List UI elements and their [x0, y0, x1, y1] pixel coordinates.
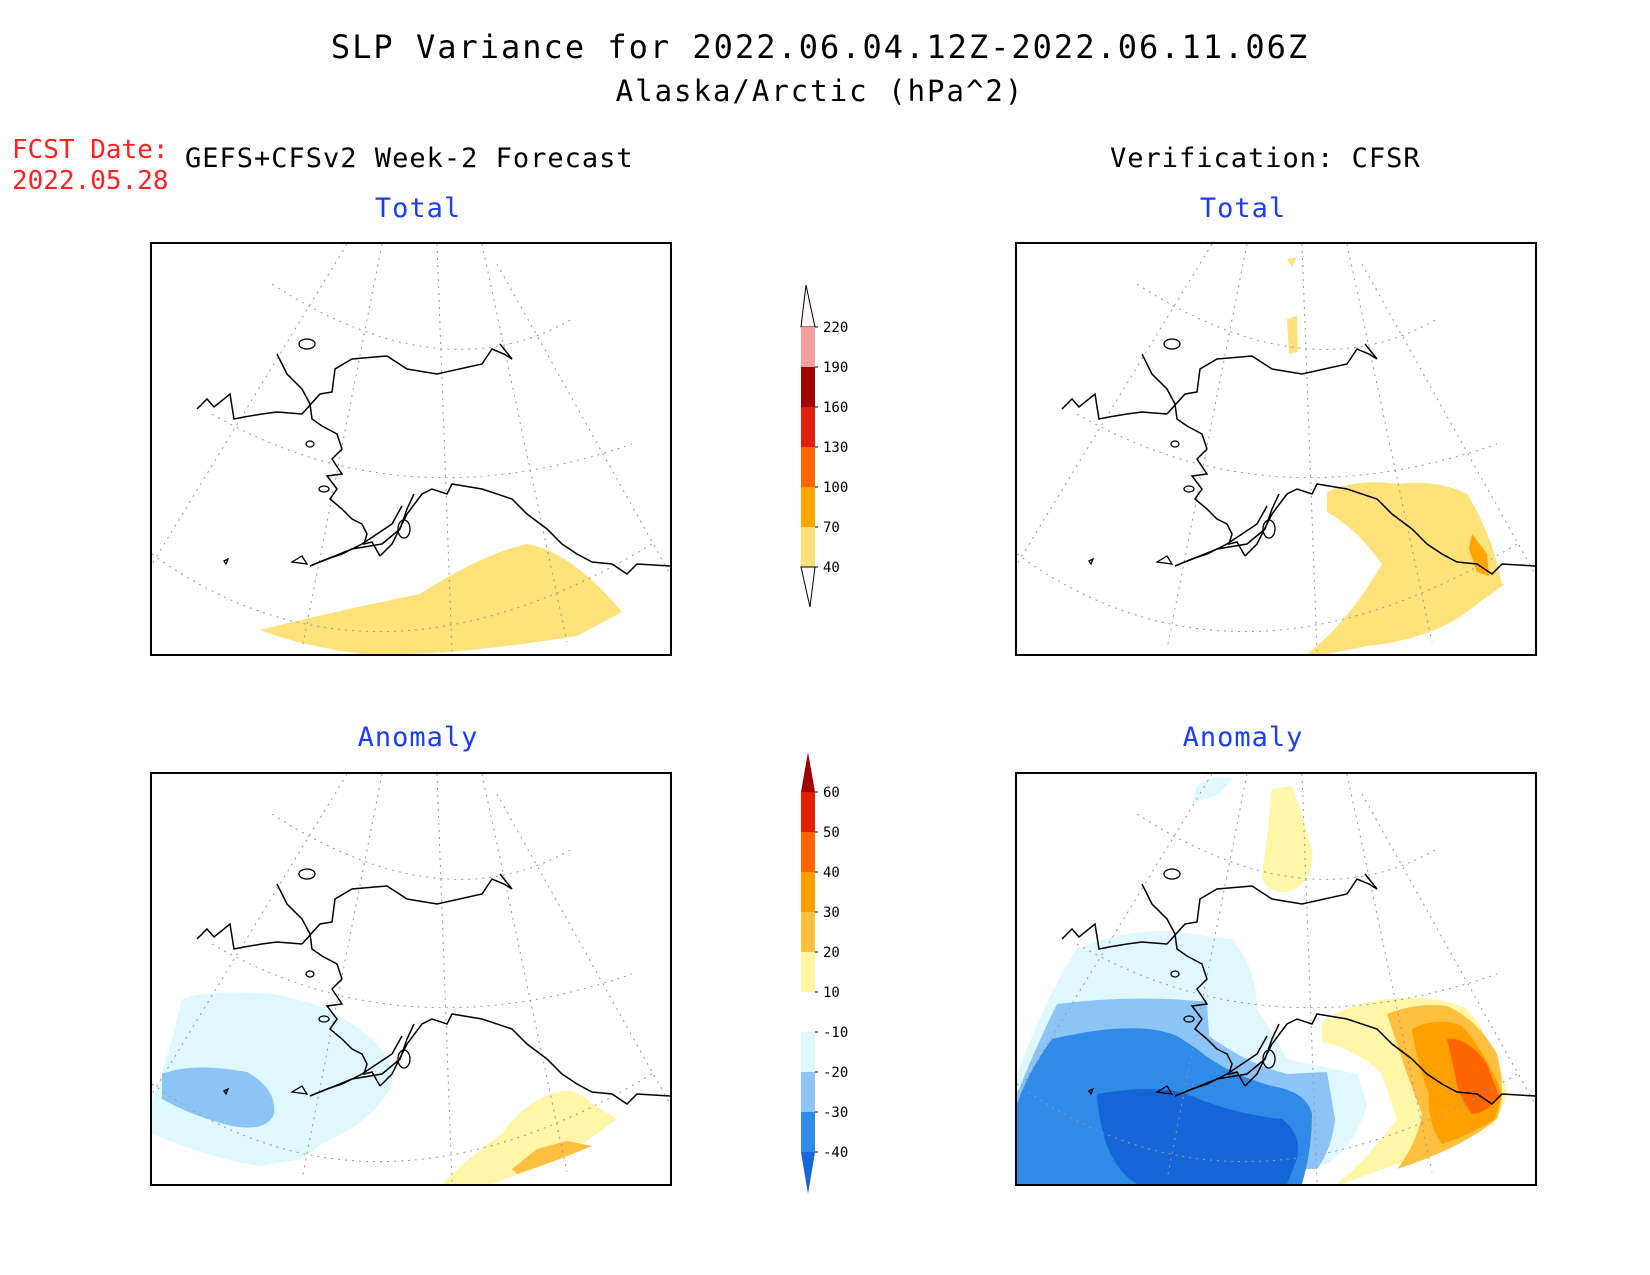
yellow-variance-area [1287, 257, 1297, 267]
pale-blue-anomaly-area [1192, 777, 1232, 804]
colorbar-label: -20 [823, 1065, 849, 1081]
colorbar-label: 20 [823, 945, 840, 961]
coastline [196, 343, 670, 575]
forecast-anomaly-title: Anomaly [357, 722, 479, 753]
islands [223, 868, 411, 1096]
coastline [1061, 343, 1535, 575]
colorbar-label: 60 [823, 785, 840, 801]
pale-blue-anomaly-area [152, 992, 393, 1166]
forecast-anomaly-map [150, 772, 672, 1186]
colorbar-swatch-30 [801, 912, 815, 952]
graticule [1017, 244, 1535, 653]
yellow-variance-area [260, 544, 622, 654]
colorbar-swatch-20 [801, 952, 815, 992]
figure-title: SLP Variance for 2022.06.04.12Z-2022.06.… [330, 28, 1310, 66]
graticule [152, 774, 670, 1183]
yellow-variance-area [1307, 482, 1505, 654]
fcst-date-label: FCST Date: [12, 135, 169, 165]
colorbar-swatch-100 [801, 447, 815, 487]
colorbar-label: 100 [823, 480, 849, 496]
orange-variance-area [1469, 534, 1489, 576]
islands [1088, 868, 1276, 1096]
colorbar-swatch-10 [801, 992, 815, 1032]
colorbar-label: 40 [823, 560, 840, 576]
colorbar-label: -30 [823, 1105, 849, 1121]
dark-orange-anomaly-area [1447, 1038, 1499, 1114]
colorbar-swatch-40 [801, 527, 815, 567]
graticule [152, 244, 670, 653]
colorbar-bottom-triangle [801, 1152, 815, 1194]
colorbar-swatch-130 [801, 407, 815, 447]
total-colorbar: 220 190 160 130 100 70 40 [798, 285, 858, 615]
pale-yellow-anomaly-area [1262, 786, 1313, 892]
colorbar-label: 130 [823, 440, 849, 456]
anomaly-colorbar: 60 50 40 30 20 10 -10 -20 -30 -40 [798, 752, 858, 1202]
verification-total-map [1015, 242, 1537, 656]
colorbar-top-triangle [801, 752, 815, 792]
colorbar-label: 50 [823, 825, 840, 841]
colorbar-top-triangle [800, 285, 816, 328]
colorbar-swatch-minus10 [801, 1032, 815, 1072]
colorbar-label: 30 [823, 905, 840, 921]
colorbar-bottom-triangle [800, 566, 816, 608]
light-blue-anomaly-area [162, 1067, 275, 1128]
colorbar-swatch-60 [801, 792, 815, 832]
colorbar-swatch-190 [801, 327, 815, 367]
forecast-total-title: Total [374, 193, 462, 224]
colorbar-label: 220 [823, 320, 849, 336]
verification-anomaly-map [1015, 772, 1537, 1186]
colorbar-label: -40 [823, 1145, 849, 1161]
coastline [196, 873, 670, 1105]
colorbar-label: 190 [823, 360, 849, 376]
colorbar-label: 10 [823, 985, 840, 1001]
pale-yellow-anomaly-area [442, 1090, 617, 1184]
yellow-variance-area [1287, 316, 1298, 354]
dark-blue-anomaly-area [1097, 1089, 1298, 1184]
colorbar-label: 40 [823, 865, 840, 881]
forecast-total-map [150, 242, 672, 656]
colorbar-swatch-70 [801, 487, 815, 527]
colorbar-swatch-160 [801, 367, 815, 407]
fcst-date-value: 2022.05.28 [12, 166, 169, 196]
islands [1088, 338, 1276, 566]
coastline [1061, 873, 1535, 1105]
figure-subtitle: Alaska/Arctic (hPa^2) [615, 74, 1025, 108]
verification-total-title: Total [1199, 193, 1287, 224]
colorbar-swatch-40 [801, 872, 815, 912]
colorbar-swatch-minus20 [801, 1072, 815, 1112]
light-orange-anomaly-area [512, 1141, 592, 1174]
colorbar-swatch-50 [801, 832, 815, 872]
colorbar-label: 70 [823, 520, 840, 536]
colorbar-label: 160 [823, 400, 849, 416]
islands [223, 338, 411, 566]
graticule [1017, 774, 1535, 1183]
verification-header: Verification: CFSR [1110, 143, 1421, 174]
forecast-header: GEFS+CFSv2 Week-2 Forecast [185, 143, 634, 174]
verification-anomaly-title: Anomaly [1182, 722, 1304, 753]
colorbar-swatch-minus30 [801, 1112, 815, 1152]
colorbar-label: -10 [823, 1025, 849, 1041]
